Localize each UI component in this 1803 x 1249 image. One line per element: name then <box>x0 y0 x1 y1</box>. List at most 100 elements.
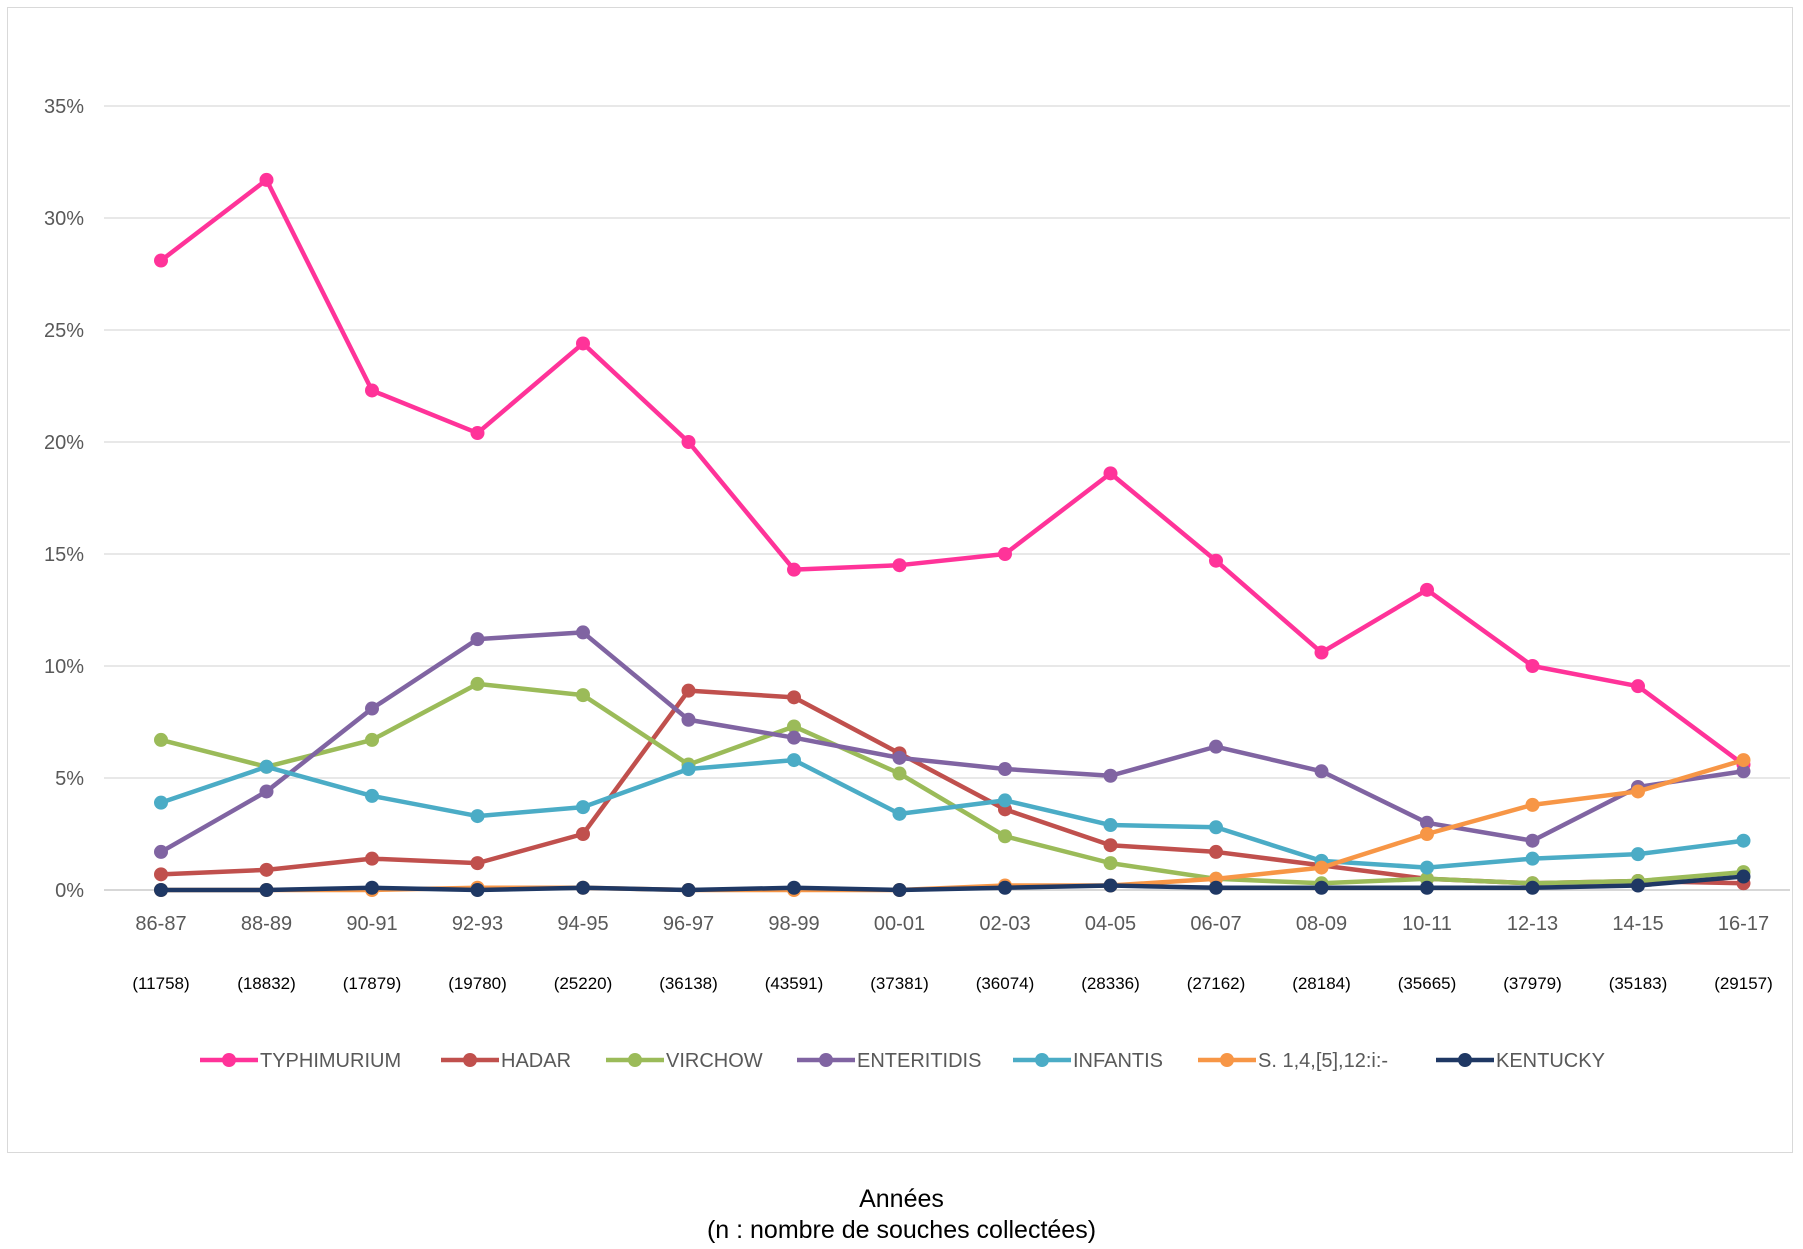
legend-item: KENTUCKY <box>1436 1050 1605 1072</box>
legend-label: TYPHIMURIUM <box>260 1050 401 1072</box>
series-line <box>158 177 1746 767</box>
x-tick-label: 06-07 <box>1190 913 1241 935</box>
x-count-label: (29157) <box>1714 974 1773 993</box>
y-tick-label: 10% <box>44 656 84 678</box>
data-point <box>1525 851 1540 866</box>
x-count-label: (27162) <box>1187 974 1246 993</box>
series-line <box>158 757 1746 870</box>
x-tick-label: 10-11 <box>1402 913 1452 935</box>
data-point <box>1420 860 1434 875</box>
y-tick-label: 20% <box>44 432 84 454</box>
data-point <box>1314 764 1329 779</box>
legend-label: VIRCHOW <box>666 1050 763 1072</box>
x-count-label: (17879) <box>343 974 402 993</box>
legend-item: INFANTIS <box>1013 1050 1163 1072</box>
x-tick-label: 98-99 <box>768 913 819 935</box>
legend-swatch-marker <box>222 1053 236 1067</box>
x-tick-label: 12-13 <box>1507 913 1558 935</box>
data-point <box>1420 827 1434 841</box>
x-count-label: (25220) <box>554 974 613 993</box>
data-point <box>154 844 168 859</box>
x-count-label: (36074) <box>976 974 1035 993</box>
legend-label: HADAR <box>501 1050 571 1072</box>
data-point <box>1631 679 1645 694</box>
data-point <box>259 759 274 774</box>
data-point <box>1103 466 1118 481</box>
y-tick-label: 25% <box>44 320 84 342</box>
data-point <box>259 784 274 799</box>
x-count-label: (37979) <box>1503 974 1562 993</box>
y-tick-label: 5% <box>55 768 84 790</box>
data-point <box>787 730 801 745</box>
x-count-label: (18832) <box>237 974 296 993</box>
data-point <box>1103 838 1118 853</box>
data-point <box>576 827 590 841</box>
y-tick-label: 35% <box>44 96 84 118</box>
x-tick-label: 08-09 <box>1296 913 1347 935</box>
data-point <box>681 683 696 698</box>
series-line <box>158 630 1746 855</box>
data-point <box>1314 880 1329 895</box>
data-point <box>1103 768 1118 783</box>
series-kentucky <box>154 869 1751 897</box>
data-point <box>1525 797 1540 812</box>
data-point <box>576 625 590 640</box>
x-tick-label: 92-93 <box>452 913 503 935</box>
data-point <box>787 690 801 705</box>
x-tick-label: 16-17 <box>1718 913 1769 935</box>
x-axis-subtitle: (n : nombre de souches collectées) <box>706 1216 1097 1244</box>
data-point <box>154 253 168 268</box>
data-point <box>1631 784 1645 799</box>
y-tick-label: 0% <box>55 880 84 902</box>
data-point <box>892 883 907 897</box>
x-tick-label: 00-01 <box>874 913 925 935</box>
x-tick-label: 90-91 <box>346 913 397 935</box>
data-point <box>1631 847 1645 862</box>
data-point <box>259 883 274 897</box>
x-tick-label: 88-89 <box>241 913 292 935</box>
data-point <box>681 712 696 727</box>
legend-swatch-marker <box>1458 1053 1472 1067</box>
data-point <box>1736 753 1751 768</box>
data-point <box>470 883 485 897</box>
x-count-label: (36138) <box>659 974 718 993</box>
data-point <box>787 719 801 734</box>
series-enteritidis <box>154 625 1751 859</box>
data-point <box>1103 878 1118 893</box>
y-tick-label: 15% <box>44 544 84 566</box>
data-point <box>1314 860 1329 875</box>
x-axis-ticks: 86-87 88-89 90-91 92-93 94-95 96-97 98-99 00-01… <box>135 913 1769 935</box>
data-point <box>1209 880 1223 895</box>
data-point <box>1209 739 1223 754</box>
data-point <box>681 762 696 777</box>
data-point <box>1420 815 1434 830</box>
data-point <box>998 762 1012 777</box>
legend-item: S. 1,4,[5],12:i:- <box>1198 1050 1388 1072</box>
data-point <box>259 862 274 877</box>
data-point <box>1736 833 1751 848</box>
series-line <box>158 874 1746 893</box>
x-count-label: (35183) <box>1609 974 1668 993</box>
x-count-label: (28336) <box>1081 974 1140 993</box>
legend-label: ENTERITIDIS <box>857 1050 981 1072</box>
x-count-label: (43591) <box>765 974 824 993</box>
data-point <box>576 800 590 815</box>
legend-swatch-marker <box>819 1053 833 1067</box>
data-point <box>259 172 274 187</box>
line-chart: 0% 5% 10% 15% 20% 25% 30% 35% 86-87 88-89 90-91 92… <box>44 96 1790 1072</box>
legend-item: TYPHIMURIUM <box>200 1050 401 1072</box>
data-point <box>154 883 168 897</box>
data-point <box>1420 880 1434 895</box>
gridlines <box>104 105 1790 891</box>
data-point <box>365 788 379 803</box>
x-tick-label: 86-87 <box>135 913 186 935</box>
x-count-label: (11758) <box>132 974 189 993</box>
series-line <box>158 688 1746 886</box>
data-point <box>365 383 379 398</box>
x-tick-label: 14-15 <box>1612 913 1663 935</box>
legend-label: S. 1,4,[5],12:i:- <box>1258 1050 1388 1072</box>
legend-label: INFANTIS <box>1073 1050 1163 1072</box>
data-point <box>998 547 1012 561</box>
data-point <box>892 766 907 781</box>
data-point <box>576 880 590 895</box>
